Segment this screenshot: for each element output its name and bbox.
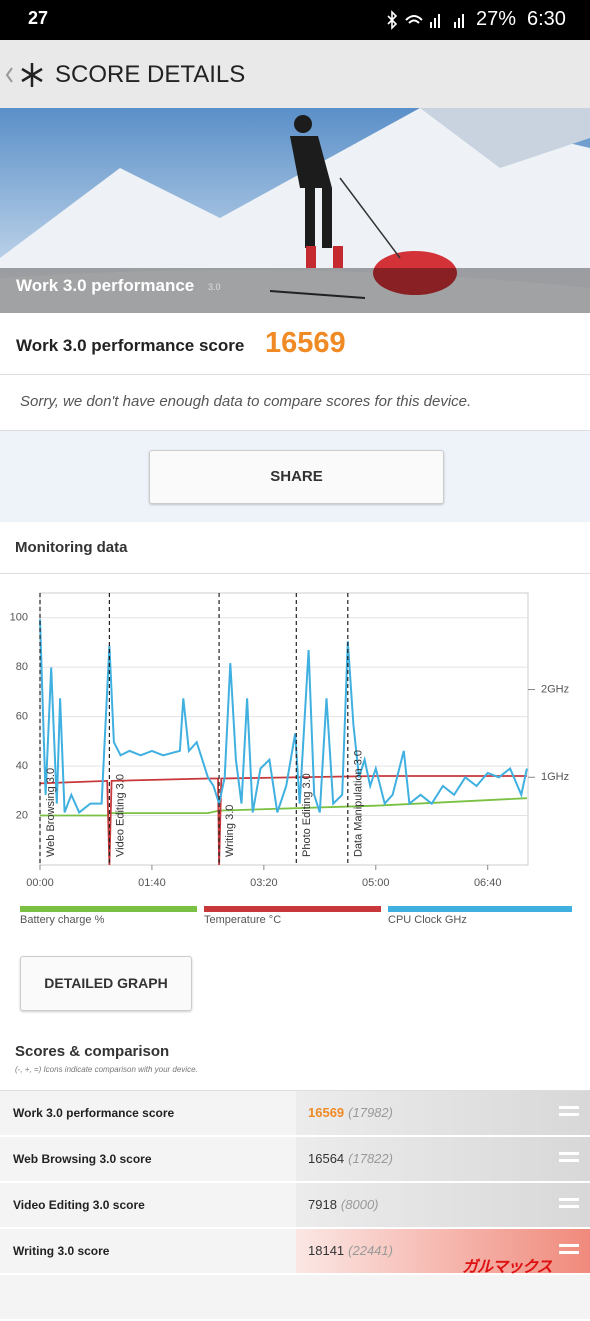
score-value: 16569 — [265, 327, 346, 359]
back-logo[interactable] — [4, 60, 50, 90]
series-line — [40, 797, 527, 817]
battery-level: 27% — [476, 8, 517, 30]
section-label: Data Manipulation 3.0 — [353, 750, 365, 857]
comparison-icon — [559, 1198, 579, 1208]
share-button[interactable]: SHARE — [149, 450, 444, 504]
row-reference: (17822) — [348, 1151, 393, 1166]
share-area: SHARE — [0, 431, 590, 522]
y-tick-label: 80 — [16, 661, 28, 673]
row-name: Web Browsing 3.0 score — [13, 1152, 152, 1166]
scores-title: Scores & comparison — [15, 1043, 170, 1060]
hero-title: Work 3.0 performance — [16, 276, 195, 295]
monitoring-header: Monitoring data — [0, 523, 590, 574]
app-header: SCORE DETAILS — [0, 40, 590, 108]
row-reference: (22441) — [348, 1243, 393, 1258]
y-tick-label: 40 — [16, 760, 28, 772]
comparison-icon — [559, 1106, 579, 1116]
comparison-icon — [559, 1152, 579, 1162]
note-row: Sorry, we don't have enough data to comp… — [0, 375, 590, 431]
legend-label: CPU Clock GHz — [388, 914, 467, 926]
section-label: Web Browsing 3.0 — [45, 768, 57, 857]
detailed-graph-button[interactable]: DETAILED GRAPH — [20, 956, 192, 1011]
legend-label: Battery charge % — [20, 914, 105, 926]
status-bar: 27 27% 6:30 — [0, 0, 590, 40]
hero-banner: Work 3.0 performance 3.0 — [0, 108, 590, 313]
score-row: Video Editing 3.0 score 7918 (8000) — [0, 1183, 590, 1229]
score-row: Writing 3.0 score 18141 (22441) — [0, 1229, 590, 1275]
clock: 6:30 — [527, 8, 566, 30]
hero-version: 3.0 — [208, 282, 221, 292]
row-name: Video Editing 3.0 score — [13, 1198, 145, 1212]
row-score: 16569 (17982) — [308, 1091, 393, 1135]
legend-swatch — [20, 906, 197, 912]
legend-swatch — [204, 906, 381, 912]
score-row — [0, 1275, 590, 1321]
row-score-value: 16569 — [308, 1105, 345, 1120]
notification-count: 27 — [28, 8, 49, 28]
header-title: SCORE DETAILS — [55, 61, 246, 88]
row-panel: 16564 (17822) — [296, 1137, 590, 1181]
legend-label: Temperature °C — [204, 914, 281, 926]
monitoring-title: Monitoring data — [15, 539, 128, 556]
status-icons — [387, 10, 464, 30]
score-row: Work 3.0 performance score 16569 — [0, 313, 590, 375]
legend-swatch — [388, 906, 572, 912]
comparison-icon — [559, 1244, 579, 1254]
section-label: Video Editing 3.0 — [114, 774, 126, 857]
x-tick-label: 01:40 — [138, 877, 166, 889]
row-score: 7918 (8000) — [308, 1183, 379, 1227]
note-text: Sorry, we don't have enough data to comp… — [20, 393, 472, 410]
y-tick-label: 100 — [10, 612, 28, 624]
y2-tick-label: 1GHz — [541, 771, 569, 783]
x-tick-label: 06:40 — [474, 877, 502, 889]
row-panel: 16569 (17982) — [296, 1091, 590, 1135]
monitoring-chart: 20 40 60 80 100 1GHz 2GHz 00:00 01:40 03:20 05:00 0… — [10, 592, 572, 926]
x-tick-label: 03:20 — [250, 877, 278, 889]
y-tick-label: 60 — [16, 711, 28, 723]
section-label: Writing 3.0 — [224, 805, 236, 857]
score-row: Web Browsing 3.0 score 16564 (17822) — [0, 1137, 590, 1183]
row-name: Work 3.0 performance score — [13, 1106, 175, 1120]
scores-subtitle: (-, +, =) Icons indicate comparison with… — [15, 1065, 198, 1074]
hero-image — [0, 108, 590, 313]
series-line — [39, 619, 528, 814]
row-panel: 7918 (8000) — [296, 1183, 590, 1227]
row-score-value: 16564 — [308, 1151, 345, 1166]
section-label: Photo Editing 3.0 — [301, 773, 313, 857]
row-reference: (17982) — [348, 1105, 393, 1120]
y2-tick-label: 2GHz — [541, 683, 569, 695]
row-score: 18141 (22441) — [308, 1229, 393, 1273]
row-name: Writing 3.0 score — [13, 1244, 110, 1258]
row-score-value: 18141 — [308, 1243, 345, 1258]
row-score-value: 7918 — [308, 1197, 337, 1212]
score-row: Work 3.0 performance score 16569 (17982) — [0, 1091, 590, 1137]
score-label: Work 3.0 performance score — [16, 336, 245, 355]
watermark: ガルマックス — [462, 1259, 553, 1276]
row-score: 16564 (17822) — [308, 1137, 393, 1181]
row-reference: (8000) — [340, 1197, 379, 1212]
x-tick-label: 05:00 — [362, 877, 390, 889]
y-tick-label: 20 — [16, 809, 28, 821]
x-tick-label: 00:00 — [26, 877, 54, 889]
row-panel: 18141 (22441) — [296, 1229, 590, 1273]
